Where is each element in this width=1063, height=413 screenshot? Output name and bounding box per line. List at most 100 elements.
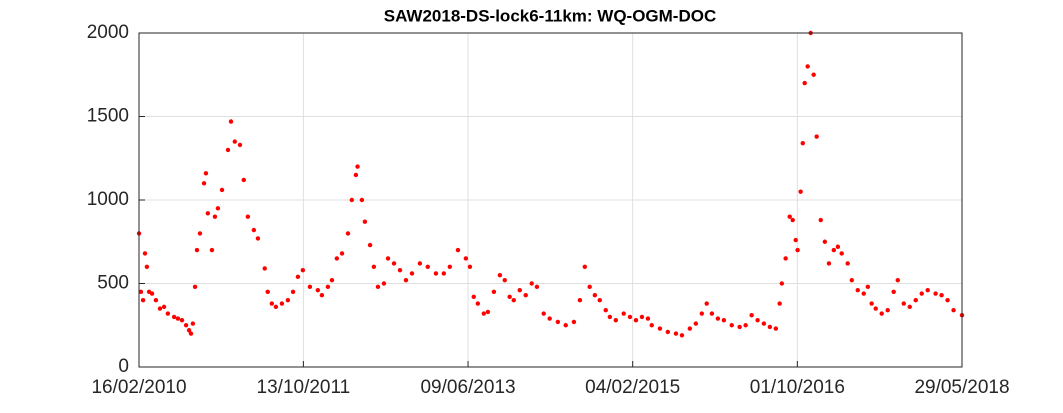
- y-tick-label: 2000: [87, 22, 129, 43]
- point: [245, 214, 251, 219]
- point: [307, 284, 313, 290]
- point: [779, 281, 785, 286]
- point: [845, 261, 850, 266]
- point: [409, 271, 415, 276]
- y-tick-label: 1000: [87, 189, 129, 210]
- point: [831, 247, 837, 253]
- point: [826, 261, 832, 266]
- point: [597, 298, 602, 303]
- point: [811, 72, 816, 77]
- point: [523, 292, 528, 298]
- point: [627, 314, 633, 320]
- point: [325, 284, 331, 290]
- point: [334, 256, 340, 261]
- x-tick-label: 13/10/2011: [257, 377, 351, 398]
- point: [255, 236, 261, 241]
- point: [761, 321, 767, 326]
- point: [793, 237, 798, 243]
- point: [800, 141, 805, 146]
- point: [385, 256, 391, 261]
- point: [855, 287, 860, 293]
- point: [802, 80, 807, 86]
- point: [709, 311, 715, 316]
- point: [215, 206, 221, 211]
- point: [300, 267, 306, 273]
- point: [925, 287, 930, 293]
- point: [839, 251, 844, 256]
- point: [865, 284, 871, 290]
- point: [403, 277, 409, 283]
- point: [362, 219, 368, 224]
- point: [149, 291, 155, 296]
- point: [767, 324, 773, 330]
- x-tick-label: 29/05/2018: [914, 377, 1009, 398]
- point: [447, 264, 453, 269]
- point: [251, 227, 257, 233]
- point: [471, 294, 476, 300]
- y-tick-label: 500: [97, 273, 129, 294]
- point: [818, 217, 823, 223]
- point: [433, 271, 439, 276]
- point: [339, 251, 345, 256]
- point: [273, 304, 279, 310]
- point: [571, 319, 577, 325]
- point: [541, 311, 546, 316]
- point: [687, 326, 693, 331]
- point: [891, 289, 896, 295]
- point: [873, 306, 878, 311]
- x-tick-label: 16/02/2010: [91, 377, 186, 398]
- point: [201, 181, 207, 186]
- point: [295, 274, 301, 280]
- point: [179, 318, 185, 323]
- point: [507, 294, 512, 300]
- point: [209, 247, 215, 253]
- point: [783, 256, 788, 261]
- y-tick-label: 0: [118, 356, 129, 377]
- point: [269, 301, 275, 306]
- point: [592, 292, 598, 298]
- point: [279, 301, 285, 306]
- point: [197, 231, 203, 236]
- point: [144, 264, 150, 269]
- point: [142, 251, 148, 256]
- point: [679, 333, 685, 338]
- point: [861, 291, 866, 296]
- point: [787, 214, 792, 219]
- point: [194, 247, 200, 253]
- point: [645, 316, 651, 321]
- point: [901, 301, 906, 306]
- point: [885, 308, 890, 313]
- point: [913, 298, 918, 303]
- point: [175, 316, 181, 321]
- point: [895, 277, 900, 283]
- point: [497, 272, 503, 278]
- point: [555, 319, 561, 325]
- point: [375, 284, 381, 290]
- point: [319, 292, 325, 298]
- point: [869, 301, 874, 306]
- point: [502, 277, 507, 283]
- point: [138, 289, 144, 295]
- point: [349, 197, 355, 203]
- point: [475, 301, 481, 306]
- point: [693, 321, 699, 326]
- point: [933, 291, 938, 296]
- point: [587, 284, 592, 290]
- point: [397, 267, 403, 273]
- point: [945, 298, 950, 303]
- point: [721, 318, 727, 323]
- point: [237, 142, 243, 148]
- point: [715, 316, 721, 321]
- point: [835, 244, 841, 249]
- point: [822, 239, 828, 244]
- point: [225, 147, 231, 153]
- point: [192, 284, 198, 290]
- x-tick-label: 04/02/2015: [585, 377, 680, 398]
- point: [165, 311, 171, 316]
- point: [607, 314, 613, 320]
- point: [563, 323, 568, 328]
- point: [657, 326, 663, 331]
- point: [353, 172, 359, 178]
- point: [188, 331, 194, 336]
